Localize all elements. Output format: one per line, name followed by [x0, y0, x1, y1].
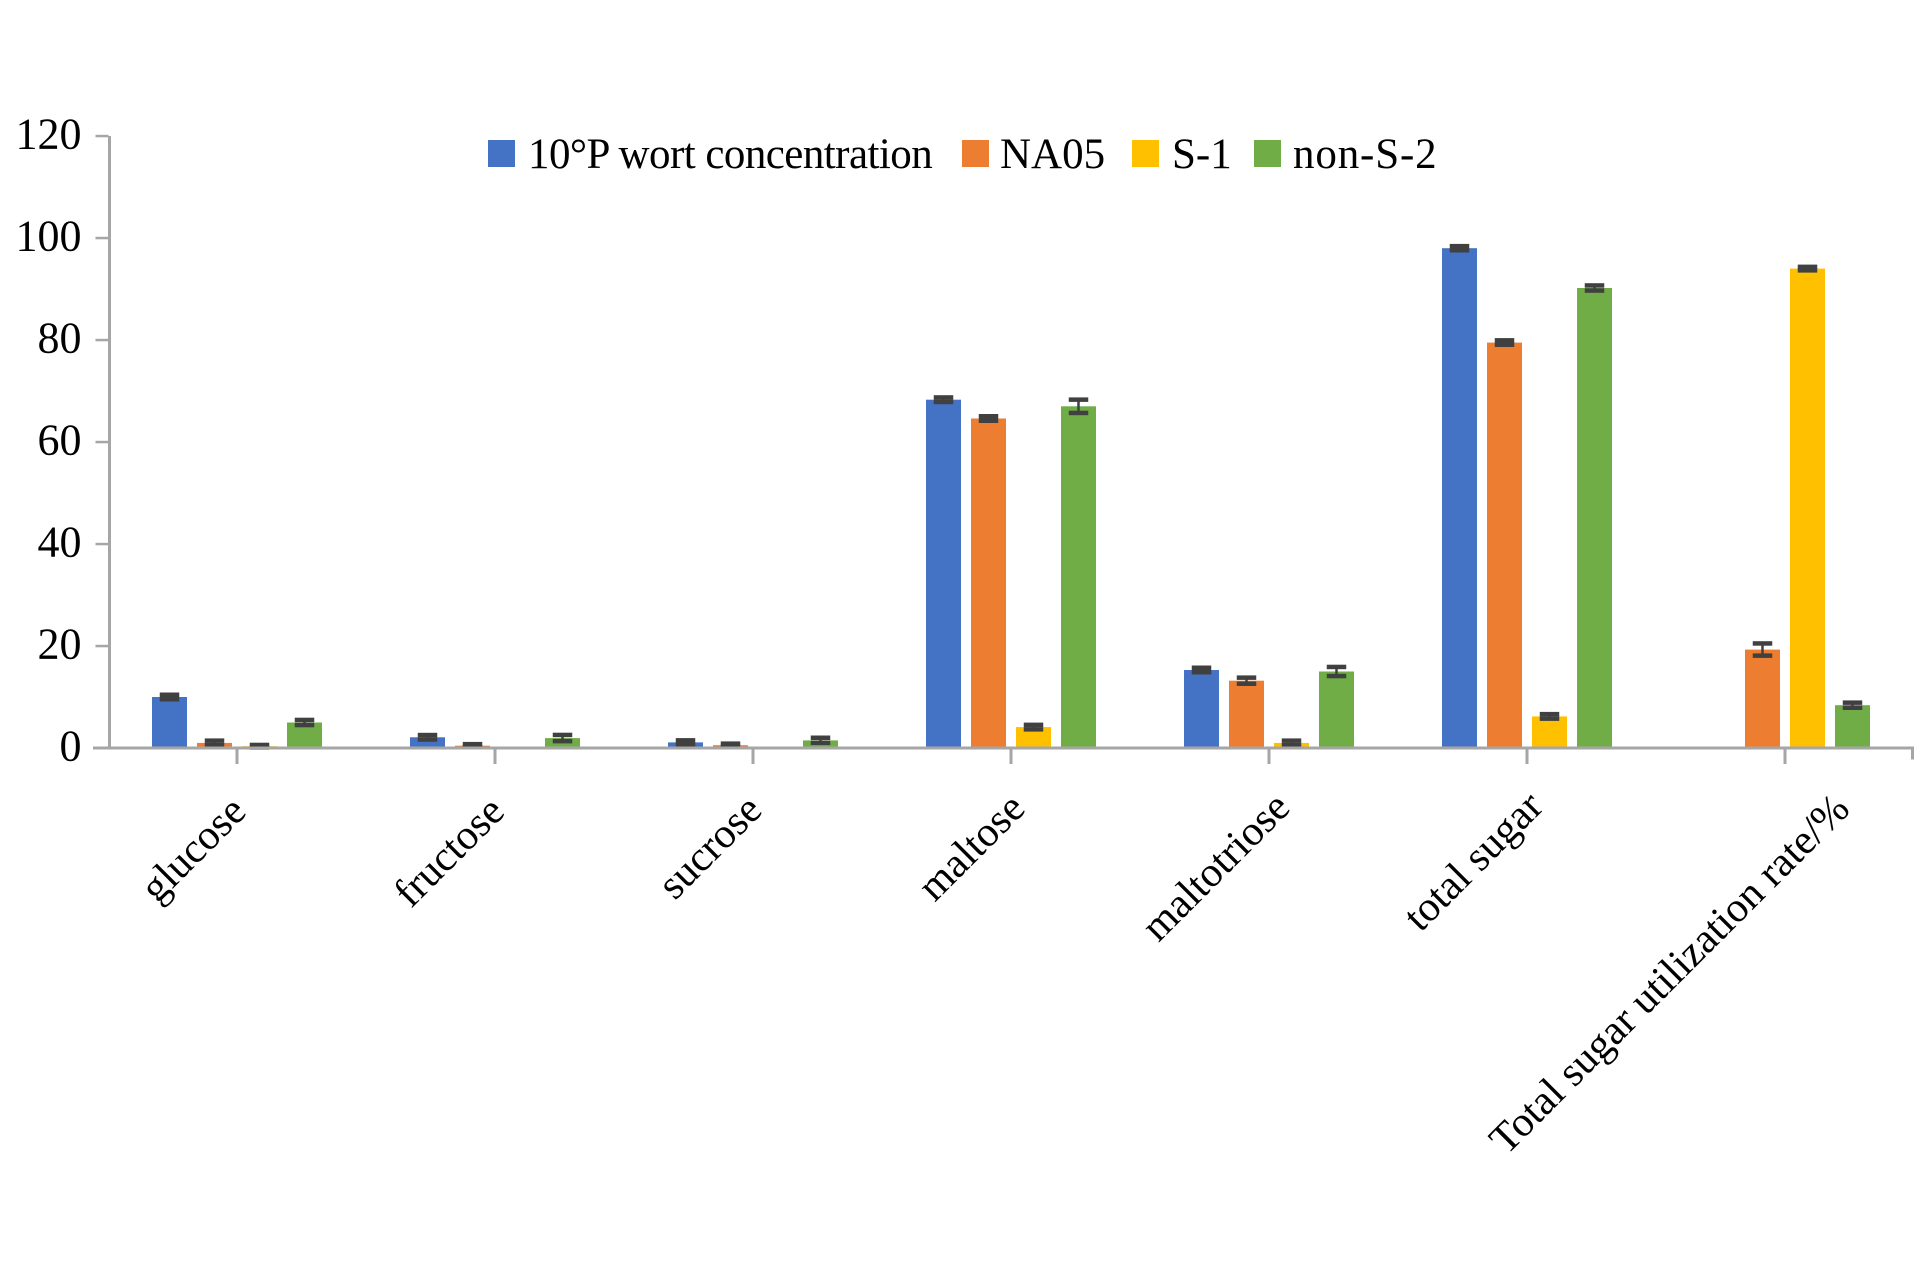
- svg-text:40: 40: [38, 518, 82, 567]
- svg-text:non-S-2: non-S-2: [1293, 131, 1438, 178]
- svg-text:60: 60: [38, 416, 82, 465]
- svg-text:20: 20: [38, 620, 82, 669]
- svg-text:120: 120: [16, 110, 82, 159]
- svg-text:0: 0: [60, 722, 82, 771]
- svg-text:10°P wort concentration: 10°P wort concentration: [528, 131, 932, 178]
- svg-text:NA05: NA05: [1000, 131, 1105, 178]
- svg-text:S-1: S-1: [1172, 131, 1232, 178]
- svg-text:80: 80: [38, 314, 82, 363]
- svg-text:100: 100: [16, 212, 82, 261]
